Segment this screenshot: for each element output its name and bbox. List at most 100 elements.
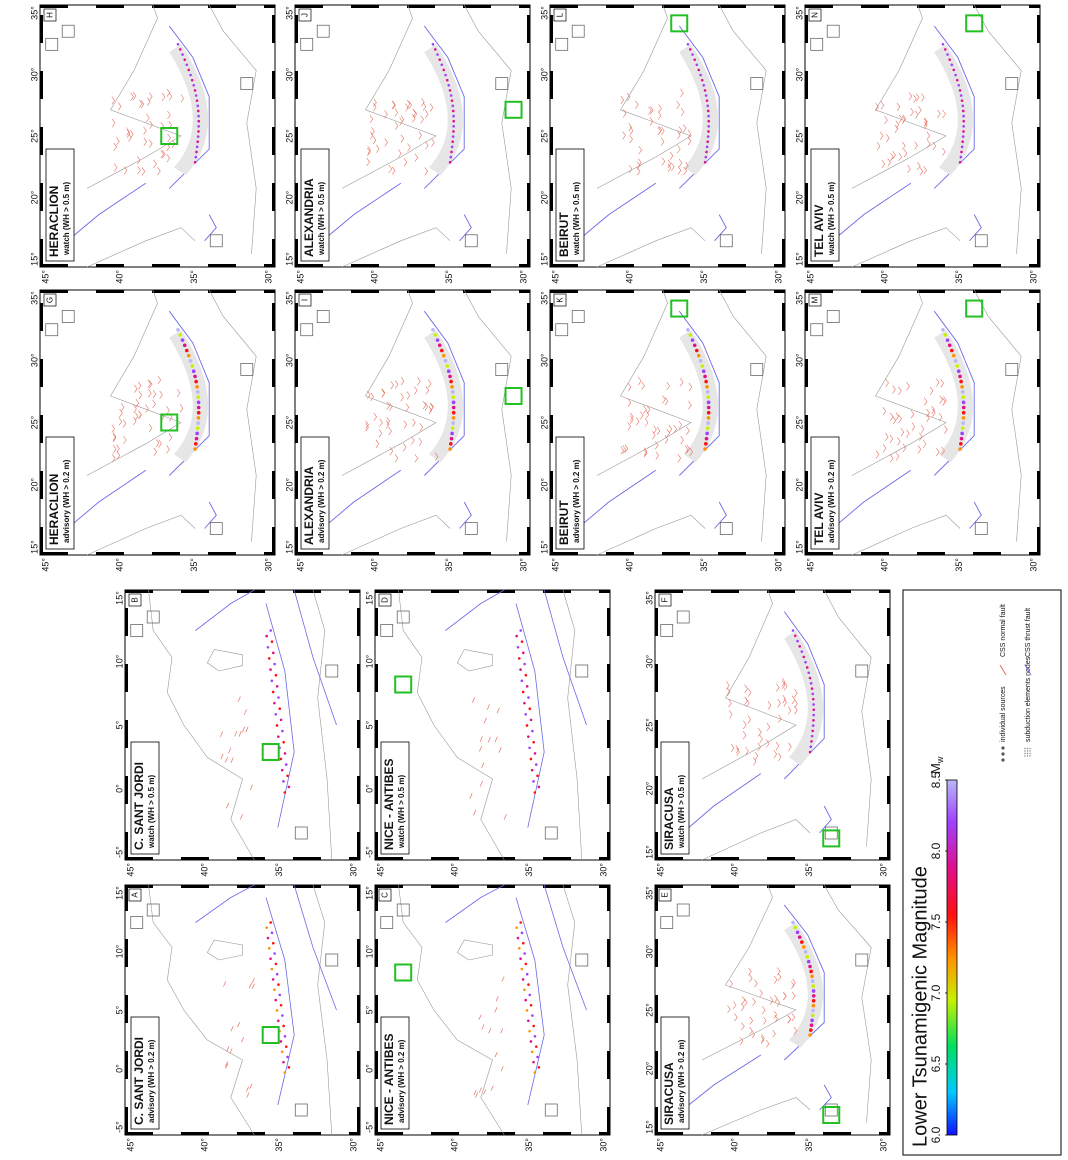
lon-tick-label: 35° — [284, 6, 294, 20]
source-dot — [519, 629, 522, 632]
lon-tick-label: 5° — [114, 720, 124, 729]
source-dot — [538, 786, 541, 789]
lon-tick-label: 15° — [29, 540, 39, 554]
frame-bar — [357, 995, 360, 1023]
source-dot — [197, 411, 201, 415]
frame-bar — [607, 664, 610, 692]
source-dot — [438, 344, 442, 348]
frame-bar — [208, 264, 236, 267]
frame-bar — [407, 264, 435, 267]
city-name: HERACLION — [47, 474, 61, 545]
frame-bar — [767, 857, 795, 860]
source-dot — [271, 640, 274, 643]
panel-letter: M — [811, 296, 820, 303]
frame-bar — [607, 1051, 610, 1079]
source-dot — [452, 135, 455, 138]
source-dot — [193, 447, 197, 451]
frame-bar — [264, 290, 275, 293]
source-dot — [190, 364, 194, 368]
source-dot — [451, 105, 454, 108]
frame-bar — [805, 239, 808, 267]
source-dot — [796, 930, 800, 934]
map-panel: -5°0°5°10°15°45°40°35°30°NICE - ANTIBESa… — [364, 885, 610, 1152]
source-dot — [288, 1066, 291, 1069]
source-dot — [704, 89, 707, 92]
frame-bar — [879, 1132, 890, 1135]
frame-bar — [264, 5, 275, 8]
lon-tick-label: 0° — [364, 1064, 374, 1073]
frame-bar — [125, 857, 153, 860]
frame-bar — [711, 590, 739, 593]
frame-bar — [1037, 127, 1040, 155]
frame-bar — [295, 264, 323, 267]
source-dot — [197, 115, 200, 118]
lon-tick-label: 25° — [539, 129, 549, 143]
source-dot — [284, 791, 287, 794]
source-dot — [812, 714, 815, 717]
frame-bar — [550, 239, 553, 267]
source-dot — [526, 1009, 529, 1012]
frame-bar — [774, 5, 785, 8]
source-dot — [195, 432, 199, 436]
panel-letter: E — [661, 892, 670, 897]
frame-bar — [40, 471, 43, 499]
frame-bar — [40, 527, 43, 555]
map-panel: 15°20°25°30°35°45°40°35°30°BEIRUTwatch (… — [539, 5, 785, 284]
frame-bar — [208, 5, 236, 8]
frame-bar — [887, 720, 890, 748]
source-dot — [707, 401, 711, 405]
city-name: HERACLION — [47, 186, 61, 257]
frame-bar — [1029, 5, 1040, 8]
frame-bar — [1037, 303, 1040, 331]
source-dot — [436, 53, 439, 56]
legend-item: individual sources — [1000, 686, 1007, 742]
lon-tick-label: 30° — [29, 67, 39, 81]
source-dot — [452, 125, 455, 128]
lon-tick-label: -5° — [114, 1121, 124, 1133]
source-dot — [957, 84, 960, 87]
source-dot — [531, 769, 534, 772]
lat-tick-label: 40° — [880, 558, 890, 572]
panel-letter: N — [811, 12, 820, 18]
source-dot — [519, 668, 522, 671]
source-dot — [962, 416, 966, 420]
lat-tick-label: 30° — [773, 270, 783, 284]
legend-node — [1029, 753, 1030, 754]
frame-bar — [782, 415, 785, 443]
source-dot — [286, 1056, 289, 1059]
source-dot — [522, 652, 525, 655]
panel-letter: J — [301, 13, 310, 17]
source-dot — [272, 691, 275, 694]
source-dot — [286, 774, 289, 777]
source-dot — [197, 406, 201, 410]
frame-bar — [774, 264, 785, 267]
lon-tick-label: 0° — [114, 784, 124, 793]
frame-bar — [782, 239, 785, 267]
frame-bar — [550, 359, 553, 387]
source-dot — [451, 426, 455, 430]
source-dot — [812, 1004, 816, 1008]
legend-node — [1027, 748, 1028, 749]
source-dot — [269, 957, 272, 960]
city-name: SIRACUSA — [662, 787, 676, 850]
lon-tick-label: 30° — [794, 353, 804, 367]
frame-bar — [96, 552, 124, 555]
frame-bar — [519, 552, 530, 555]
frame-bar — [295, 415, 298, 443]
frame-bar — [599, 590, 610, 593]
colorbar-label: 7.0 — [929, 984, 943, 1001]
frame-bar — [550, 71, 553, 99]
source-dot — [687, 43, 690, 46]
frame-bar — [40, 359, 43, 387]
colorbar-label: 6.5 — [929, 1055, 943, 1072]
frame-bar — [782, 71, 785, 99]
source-dot — [269, 629, 272, 632]
frame-bar — [351, 264, 379, 267]
frame-bar — [711, 885, 739, 888]
alert-level: watch (WH > 0.5 m) — [827, 182, 836, 256]
source-dot — [962, 406, 966, 410]
frame-bar — [655, 1051, 658, 1079]
frame-bar — [152, 264, 180, 267]
frame-bar — [550, 552, 578, 555]
source-dot — [793, 926, 797, 930]
